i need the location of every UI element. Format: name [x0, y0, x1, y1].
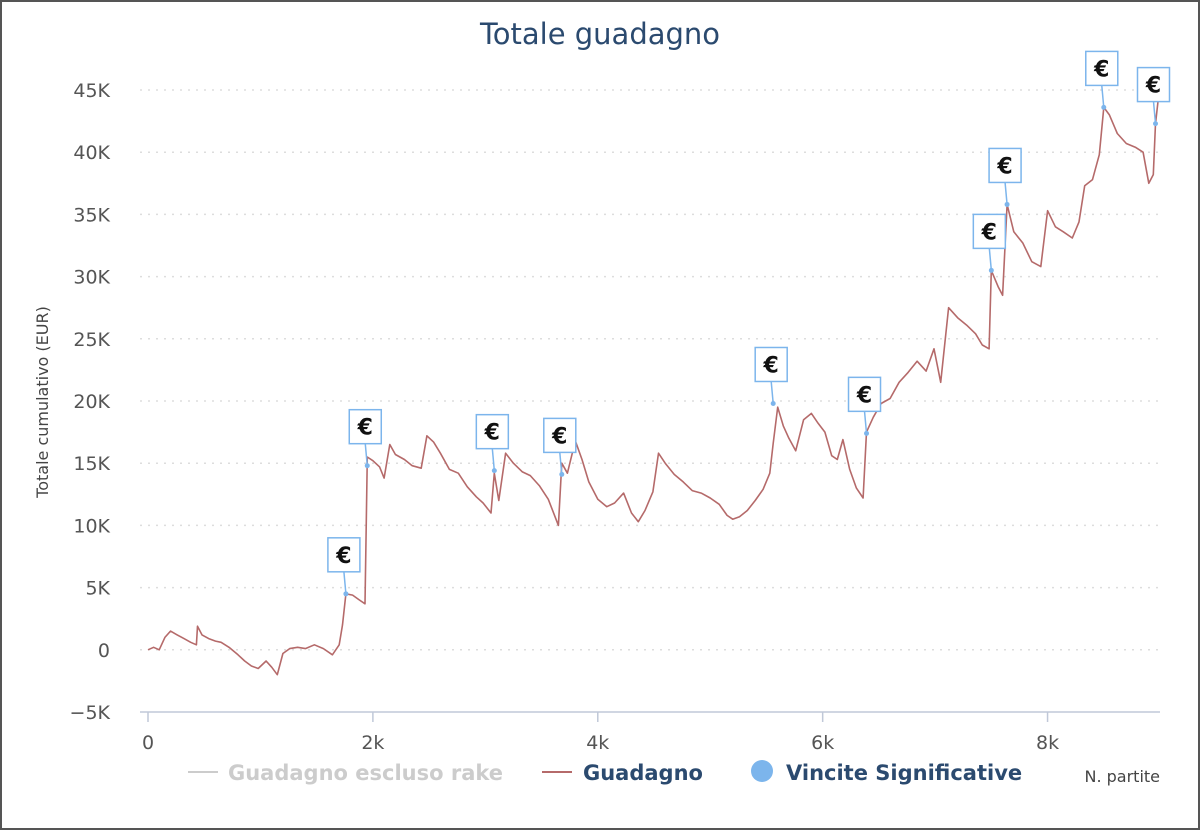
flag-stem	[863, 411, 868, 434]
flag-point	[364, 463, 370, 469]
flag-stem	[1004, 182, 1008, 205]
flag-label: €	[1145, 74, 1161, 99]
flag-stem	[988, 248, 993, 271]
win-flag: €	[847, 376, 882, 436]
win-flag: €	[348, 408, 383, 469]
flag-stem	[491, 448, 496, 471]
profit-series-line	[147, 83, 1161, 676]
flag-stem	[343, 571, 347, 594]
series-lines	[147, 83, 1161, 676]
flag-label: €	[335, 544, 351, 569]
win-flag: €	[972, 213, 1007, 273]
legend-symbol-wins	[751, 760, 773, 782]
flag-point	[343, 591, 349, 597]
legend-label-profit: Guadagno	[583, 761, 703, 785]
y-tick-label: 25K	[73, 329, 110, 351]
x-tick-label: 2k	[361, 732, 384, 754]
flag-box	[543, 417, 577, 454]
flag-point	[559, 471, 565, 477]
flag-label: €	[763, 353, 779, 378]
x-axis: 0 2k 4k 6k 8k	[140, 711, 1160, 754]
x-tick-label: 4k	[586, 732, 609, 754]
flag-stem	[770, 381, 774, 404]
y-tick-label: 10K	[73, 515, 110, 537]
x-axis-label: N. partite	[1084, 767, 1160, 786]
flag-box	[754, 346, 788, 383]
flag-box	[988, 147, 1022, 184]
flag-stem	[1101, 85, 1105, 108]
flag-label: €	[484, 421, 500, 446]
flag-point	[988, 267, 994, 273]
y-axis-ticks: −5K 0 5K 10K 15K 20K 25K 30K 35K 40K 45K	[70, 80, 111, 724]
y-tick-label: 0	[98, 640, 110, 662]
y-tick-label: 45K	[73, 80, 110, 102]
flag-box	[327, 537, 361, 573]
y-tick-label: −5K	[70, 702, 111, 724]
legend-label-excluding-rake: Guadagno escluso rake	[228, 761, 503, 785]
flag-stem	[1152, 101, 1157, 124]
y-tick-label: 35K	[73, 204, 110, 226]
flag-point	[1153, 121, 1159, 127]
flag-label: €	[551, 424, 567, 449]
significant-wins-flags: € € € € € € € € € €	[327, 50, 1171, 597]
x-tick-label: 0	[142, 732, 154, 754]
win-flag: €	[543, 417, 577, 477]
y-tick-label: 30K	[73, 267, 110, 289]
flag-stem	[559, 452, 563, 475]
legend: Guadagno escluso rake Guadagno Vincite Sig…	[188, 760, 1022, 785]
x-tick-label: 8k	[1036, 732, 1059, 754]
flag-label: €	[1093, 57, 1109, 82]
y-axis-label: Totale cumulativo (EUR)	[33, 306, 52, 499]
legend-label-wins: Vincite Significative	[786, 761, 1022, 785]
flag-label: €	[856, 383, 872, 408]
flag-label: €	[357, 416, 373, 441]
win-flag: €	[754, 346, 788, 406]
win-flag: €	[327, 537, 361, 597]
flag-box	[1085, 50, 1119, 87]
flag-box	[847, 376, 882, 413]
y-tick-label: 5K	[85, 578, 110, 600]
chart-title: Totale guadagno	[479, 17, 720, 51]
x-tick-label: 6k	[811, 732, 834, 754]
win-flag: €	[1085, 50, 1119, 110]
y-tick-label: 40K	[73, 142, 110, 164]
flag-box	[475, 413, 510, 450]
flag-point	[770, 400, 776, 406]
flag-label: €	[996, 154, 1012, 179]
flag-point	[1004, 201, 1010, 207]
flag-point	[491, 468, 497, 474]
flag-box	[348, 408, 383, 445]
flag-point	[864, 430, 870, 436]
y-tick-label: 15K	[73, 453, 110, 475]
flag-label: €	[981, 220, 997, 245]
win-flag: €	[475, 413, 510, 474]
win-flag: €	[988, 147, 1022, 207]
flag-point	[1101, 104, 1107, 110]
flag-box	[1136, 66, 1171, 103]
flag-box	[972, 213, 1007, 250]
flag-stem	[364, 443, 369, 466]
y-tick-label: 20K	[73, 391, 110, 413]
win-flag: €	[1136, 66, 1171, 127]
